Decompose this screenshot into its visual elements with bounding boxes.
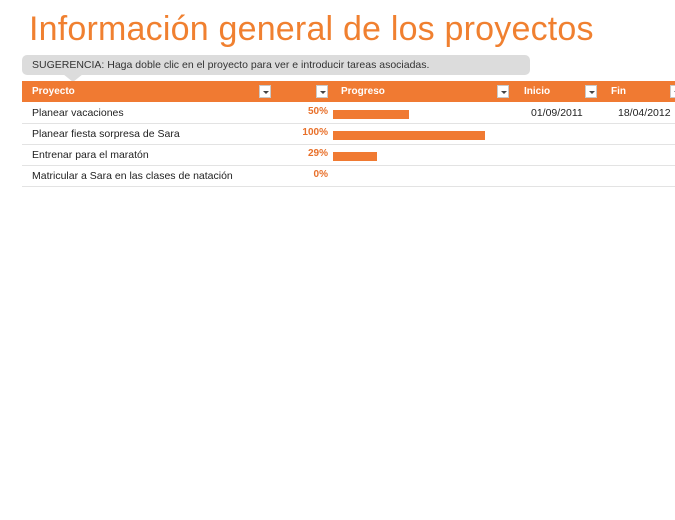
progress-bar <box>333 152 377 161</box>
table-row[interactable]: Entrenar para el maratón 29% <box>22 145 675 166</box>
progress-percent: 50% <box>307 106 328 117</box>
progress-bar <box>333 110 409 119</box>
filter-dropdown-icon[interactable] <box>259 85 271 98</box>
table-row[interactable]: Planear vacaciones 50% 01/09/2011 18/04/… <box>22 103 675 124</box>
column-header-project: Proyecto <box>32 86 75 97</box>
tip-banner: SUGERENCIA: Haga doble clic en el proyec… <box>22 55 530 75</box>
table-row[interactable]: Planear fiesta sorpresa de Sara 100% <box>22 124 675 145</box>
table-row[interactable]: Matricular a Sara en las clases de natac… <box>22 166 675 187</box>
tip-pointer <box>63 74 83 82</box>
progress-percent: 29% <box>307 148 328 159</box>
progress-bar <box>333 131 485 140</box>
end-date: 18/04/2012 <box>618 107 671 119</box>
progress-percent: 0% <box>313 169 328 180</box>
column-header-progress: Progreso <box>341 86 385 97</box>
project-name[interactable]: Entrenar para el maratón <box>32 149 149 161</box>
filter-dropdown-icon[interactable] <box>670 85 675 98</box>
table-header: Proyecto Progreso Inicio Fin <box>22 81 675 102</box>
progress-percent: 100% <box>302 127 328 138</box>
project-name[interactable]: Planear fiesta sorpresa de Sara <box>32 128 180 140</box>
filter-dropdown-icon[interactable] <box>316 85 328 98</box>
page-title: Información general de los proyectos <box>29 10 594 48</box>
project-name[interactable]: Matricular a Sara en las clases de natac… <box>32 170 233 182</box>
filter-dropdown-icon[interactable] <box>497 85 509 98</box>
filter-dropdown-icon[interactable] <box>585 85 597 98</box>
column-header-end: Fin <box>611 86 626 97</box>
project-name[interactable]: Planear vacaciones <box>32 107 124 119</box>
column-header-start: Inicio <box>524 86 551 97</box>
start-date: 01/09/2011 <box>531 107 583 119</box>
